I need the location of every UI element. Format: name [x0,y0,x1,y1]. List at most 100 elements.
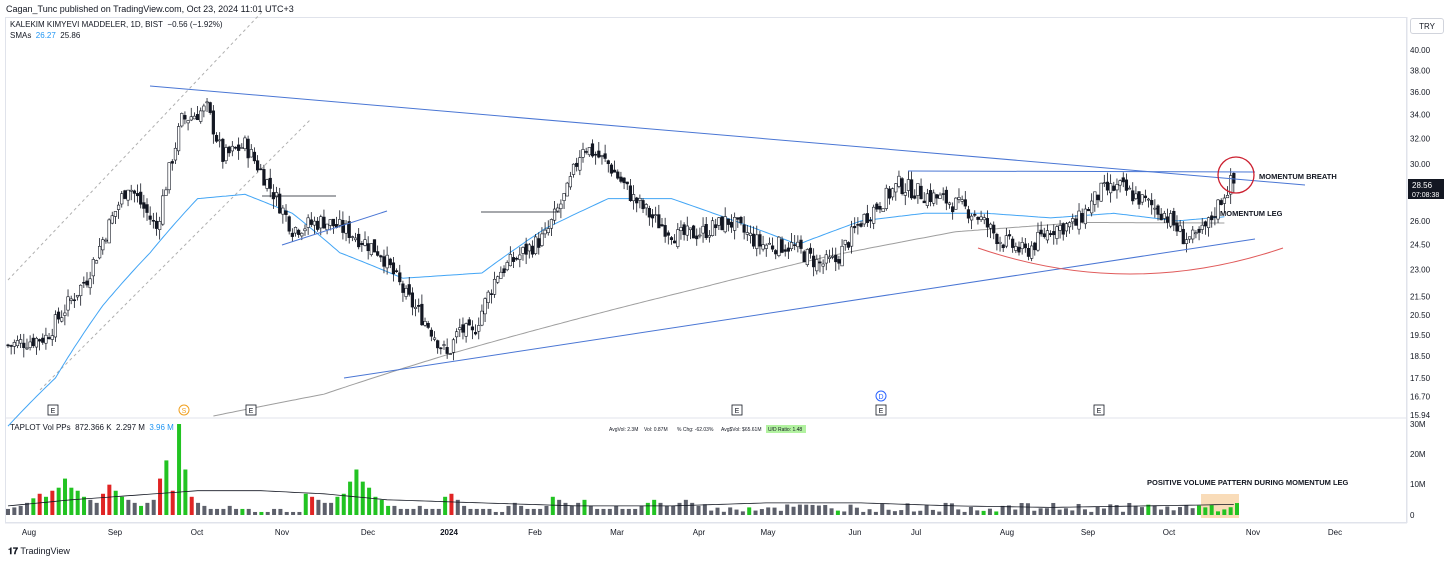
currency-button[interactable]: TRY [1410,18,1444,34]
volume-bar [348,481,353,515]
volume-bar [1203,507,1208,515]
tradingview-logo[interactable]: 𝟏𝟕 TradingView [8,546,70,557]
annotation-momentum-breath: MOMENTUM BREATH [1259,172,1337,181]
volume-bar [139,505,144,515]
volume-bar [614,505,619,515]
candle-body [429,329,433,337]
candle-body [887,188,892,199]
volume-bar [671,505,676,515]
volume-bar [1006,505,1011,515]
volume-bar [1215,511,1220,515]
candle-body [360,243,364,245]
candle-body [1206,217,1211,229]
candle-body [66,296,70,311]
candle-body [1127,187,1132,190]
candle-body [1140,194,1144,203]
candle-body [139,191,143,205]
volume-bar [360,481,365,515]
candle-body [1162,213,1166,219]
volume-tick-label: 10M [1410,480,1426,489]
volume-label: TAPLOT Vol PPs [10,423,71,432]
candle-body [992,224,996,234]
candle-body [135,193,140,197]
candle-body [60,317,64,322]
volume-bar [924,505,929,515]
candle-body [6,344,10,347]
candle-body [1023,243,1027,249]
candle-body [268,177,272,189]
candle-body [1093,191,1097,205]
candle-body [170,161,174,164]
candle-body [173,147,178,161]
candle-body [1058,225,1062,231]
volume-bar [981,510,986,515]
volume-bar [918,510,923,515]
candle-body [123,190,127,199]
volume-bar [1165,506,1170,515]
candle-body [439,347,443,350]
candle-body [252,151,257,162]
volume-bar [145,502,150,515]
volume-bar [430,508,435,515]
candle-body [1077,210,1081,230]
publisher-header: Cagan_Tunc published on TradingView.com,… [6,4,294,14]
candle-body [812,255,816,268]
price-tick-label: 38.00 [1410,66,1431,75]
candle-body [395,270,399,272]
volume-bar [677,502,682,515]
watermark-text: TradingView [20,546,70,556]
candle-body [1099,182,1103,202]
volume-bar [1190,508,1195,515]
candle-body [1055,226,1059,239]
channel-upper-line [7,11,263,281]
candle-body [679,227,683,231]
price-tick-label: 18.50 [1410,352,1431,361]
volume-bar [101,493,106,515]
candle-body [75,294,80,298]
candle-body [158,221,162,230]
candle-body [199,110,203,122]
volume-bar [1133,505,1138,515]
candle-body [717,217,721,226]
volume-bar [227,505,232,515]
candle-body [1036,231,1040,251]
time-tick-label: Jul [911,528,921,537]
volume-bar [861,511,866,515]
volume-bar [259,511,264,515]
candle-body [631,194,636,202]
candle-body [973,214,977,216]
price-tick-label: 17.50 [1410,374,1431,383]
candle-body [218,139,222,142]
stat-vol: Vol: 0.87M [644,427,668,433]
candle-body [467,319,471,326]
candle-body [830,256,835,258]
candle-body [1007,234,1012,237]
momentum-circle [1217,156,1255,194]
volume-bar [506,505,511,515]
volume-bar [721,511,726,515]
volume-bar [196,502,201,515]
candle-body [88,278,92,289]
volume-bar [373,496,378,515]
time-tick-label: Nov [1246,528,1260,537]
candle-body [246,138,250,159]
event-marker-label: E [249,408,254,415]
volume-bar [265,511,270,515]
volume-bar [341,493,346,515]
candle-body [451,339,456,353]
volume-bar [82,496,87,515]
candle-body [524,243,528,255]
time-tick-label: Sep [108,528,123,537]
candle-body [739,217,743,224]
volume-ma-line [7,490,1234,508]
candle-body [300,232,304,237]
volume-bar [1051,502,1056,515]
volume-bar [12,507,17,515]
volume-bar [791,506,796,515]
candle-body [777,236,781,256]
candle-body [913,195,917,199]
candle-body [954,197,958,210]
candle-body [499,271,503,279]
candle-body [161,195,165,225]
